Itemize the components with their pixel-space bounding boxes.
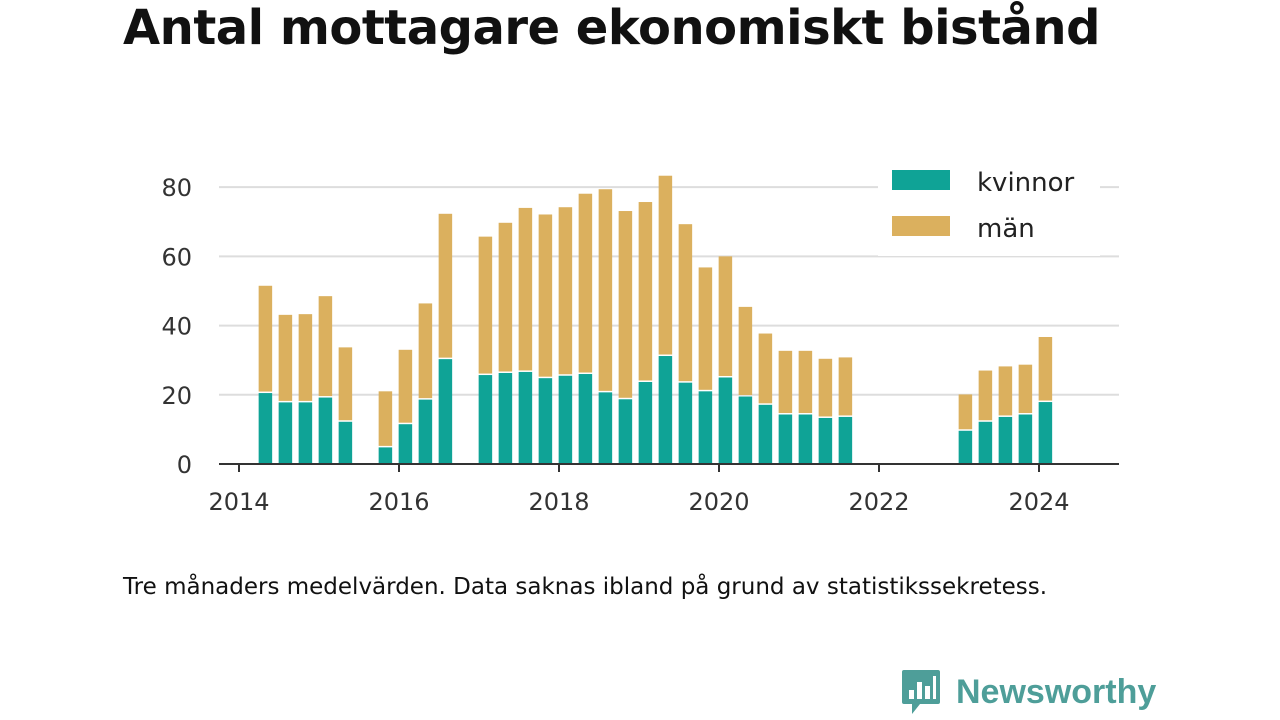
bar-kvinnor-7 (418, 399, 433, 464)
bar-kvinnor-15 (598, 392, 613, 464)
bar-man-7 (418, 303, 433, 399)
bar-man-9 (478, 236, 493, 374)
bar-kvinnor-0 (258, 393, 273, 464)
bar-chart-speech-bubble-icon (902, 670, 940, 714)
bar-man-26 (818, 358, 833, 417)
bar-kvinnor-18 (658, 356, 673, 464)
bar-man-23 (758, 333, 773, 404)
bar-man-21 (718, 256, 733, 376)
bar-man-28 (958, 394, 973, 430)
legend-swatch-man (892, 216, 950, 236)
bar-kvinnor-32 (1038, 402, 1053, 464)
bar-man-11 (518, 207, 533, 371)
bar-kvinnor-12 (538, 378, 553, 464)
bar-man-1 (278, 314, 293, 401)
bar-kvinnor-5 (378, 447, 393, 464)
bars (258, 175, 1053, 464)
bar-kvinnor-27 (838, 416, 853, 464)
bar-man-32 (1038, 336, 1053, 401)
bar-kvinnor-4 (338, 421, 353, 464)
y-tick-label-60: 60 (161, 243, 192, 271)
brand-logo: Newsworthy (900, 668, 1156, 716)
bar-kvinnor-28 (958, 430, 973, 464)
bar-kvinnor-3 (318, 397, 333, 464)
bar-man-5 (378, 391, 393, 446)
bar-kvinnor-23 (758, 404, 773, 464)
x-tick-label-2024: 2024 (1008, 488, 1069, 516)
bar-man-12 (538, 214, 553, 377)
bar-man-15 (598, 189, 613, 391)
bar-man-10 (498, 222, 513, 372)
bar-kvinnor-19 (678, 382, 693, 464)
y-axis-ticks: 0 20 40 60 80 (161, 174, 192, 479)
bar-kvinnor-16 (618, 399, 633, 464)
legend-label-man: män (977, 214, 1035, 244)
legend-swatch-kvinnor (892, 170, 950, 190)
bar-kvinnor-11 (518, 371, 533, 464)
brand-name: Newsworthy (956, 672, 1157, 711)
bar-man-19 (678, 224, 693, 382)
x-axis-ticks: 2014 2016 2018 2020 2022 2024 (208, 464, 1070, 516)
x-tick-label-2022: 2022 (848, 488, 909, 516)
bar-kvinnor-31 (1018, 414, 1033, 464)
bar-kvinnor-20 (698, 391, 713, 464)
bar-kvinnor-24 (778, 414, 793, 464)
x-tick-label-2020: 2020 (688, 488, 749, 516)
bar-man-16 (618, 211, 633, 398)
bar-man-8 (438, 213, 453, 358)
bar-man-0 (258, 285, 273, 392)
y-tick-label-80: 80 (161, 174, 192, 202)
bar-kvinnor-14 (578, 374, 593, 464)
y-tick-label-0: 0 (177, 451, 192, 479)
bar-kvinnor-9 (478, 375, 493, 464)
bar-man-4 (338, 347, 353, 421)
bar-man-14 (578, 193, 593, 373)
chart-title: Antal mottagare ekonomiskt bistånd (123, 0, 1100, 56)
legend: kvinnor män (878, 160, 1100, 256)
bar-kvinnor-13 (558, 375, 573, 464)
bar-kvinnor-2 (298, 402, 313, 464)
bar-kvinnor-8 (438, 359, 453, 464)
bar-kvinnor-1 (278, 402, 293, 464)
y-tick-label-40: 40 (161, 313, 192, 341)
x-tick-label-2014: 2014 (208, 488, 269, 516)
bar-kvinnor-26 (818, 417, 833, 464)
bar-man-29 (978, 370, 993, 421)
bar-kvinnor-29 (978, 421, 993, 464)
bar-kvinnor-10 (498, 372, 513, 464)
bar-man-27 (838, 357, 853, 416)
bar-man-18 (658, 175, 673, 355)
y-tick-label-20: 20 (161, 382, 192, 410)
bar-man-20 (698, 267, 713, 390)
x-tick-label-2016: 2016 (368, 488, 429, 516)
bar-man-3 (318, 296, 333, 397)
bar-kvinnor-6 (398, 424, 413, 464)
bar-kvinnor-25 (798, 414, 813, 464)
bar-man-30 (998, 366, 1013, 416)
bar-man-22 (738, 306, 753, 396)
footnote: Tre månaders medelvärden. Data saknas ib… (123, 574, 1048, 600)
bar-man-6 (398, 349, 413, 423)
legend-label-kvinnor: kvinnor (977, 168, 1075, 198)
x-tick-label-2018: 2018 (528, 488, 589, 516)
bar-kvinnor-22 (738, 396, 753, 464)
bar-man-25 (798, 350, 813, 414)
bar-man-2 (298, 314, 313, 401)
stacked-bar-chart: 2014 2016 2018 2020 2022 2024 0 20 40 60 80 kvinn… (161, 160, 1119, 516)
bar-man-13 (558, 207, 573, 375)
bar-kvinnor-30 (998, 416, 1013, 464)
bar-kvinnor-21 (718, 377, 733, 464)
bar-man-24 (778, 350, 793, 414)
bar-kvinnor-17 (638, 381, 653, 464)
bar-man-31 (1018, 364, 1033, 414)
bar-man-17 (638, 202, 653, 381)
